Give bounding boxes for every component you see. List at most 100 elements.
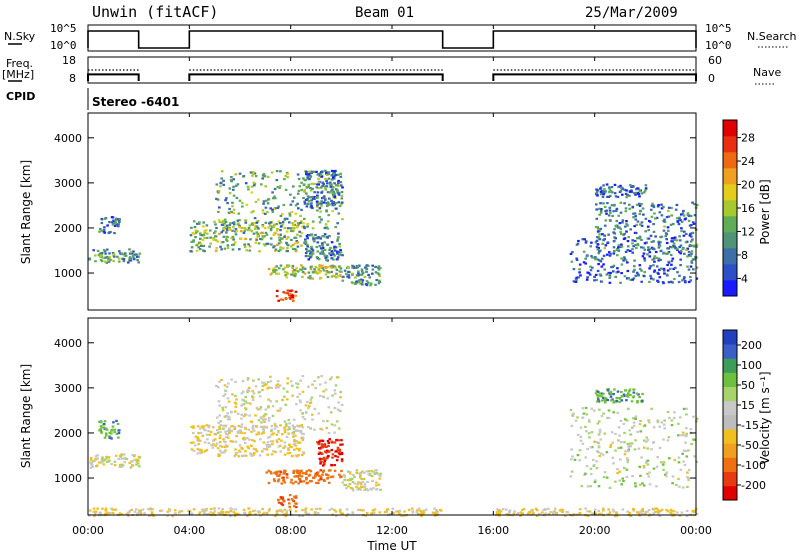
power-echo-cell bbox=[636, 243, 639, 246]
power-echo-cell bbox=[574, 280, 578, 283]
velocity-echo-cell bbox=[632, 424, 636, 427]
velocity-echo-cell bbox=[594, 392, 598, 395]
power-echo-cell bbox=[634, 274, 638, 277]
power-echo-cell bbox=[212, 238, 215, 241]
velocity-echo-cell bbox=[370, 512, 373, 515]
power-echo-cell bbox=[635, 271, 639, 274]
power-echo-cell bbox=[642, 252, 646, 255]
power-echo-cell bbox=[199, 232, 202, 235]
velocity-echo-cell bbox=[584, 507, 587, 510]
velocity-echo-cell bbox=[203, 441, 207, 444]
power-echo-cell bbox=[341, 279, 345, 282]
velocity-echo-cell bbox=[685, 427, 688, 430]
power-echo-cell bbox=[673, 277, 676, 281]
velocity-echo-cell bbox=[130, 508, 133, 511]
velocity-echo-cell bbox=[609, 392, 613, 395]
power-echo-cell bbox=[257, 242, 261, 245]
velocity-echo-cell bbox=[317, 479, 321, 482]
power-echo-cell bbox=[309, 275, 312, 278]
velocity-echo-cell bbox=[299, 431, 303, 434]
velocity-echo-cell bbox=[174, 512, 177, 515]
power-echo-cell bbox=[330, 169, 334, 173]
velocity-echo-cell bbox=[359, 488, 362, 491]
power-echo-cell bbox=[669, 280, 673, 283]
power-echo-cell bbox=[644, 217, 648, 220]
power-echo-cell bbox=[214, 223, 217, 226]
power-echo-cell bbox=[674, 266, 677, 269]
power-echo-cell bbox=[104, 217, 108, 220]
velocity-echo-cell bbox=[581, 407, 585, 410]
velocity-echo-cell bbox=[330, 440, 334, 443]
velocity-echo-cell bbox=[237, 425, 241, 428]
power-echo-cell bbox=[254, 200, 258, 203]
velocity-echo-cell bbox=[100, 461, 103, 464]
power-echo-cell bbox=[243, 246, 247, 249]
velocity-echo-cell bbox=[642, 439, 646, 442]
velocity-echo-cell bbox=[328, 508, 332, 512]
velocity-echo-cell bbox=[246, 437, 249, 440]
power-echo-cell bbox=[313, 268, 316, 271]
power-echo-cell bbox=[287, 244, 290, 247]
power-echo-cell bbox=[628, 203, 631, 206]
power-echo-cell bbox=[639, 209, 642, 212]
power-echo-cell bbox=[657, 204, 660, 207]
velocity-echo-cell bbox=[300, 424, 304, 427]
power-echo-cell bbox=[636, 187, 639, 190]
velocity-echo-cell bbox=[295, 403, 298, 406]
power-echo-cell bbox=[341, 254, 344, 257]
velocity-echo-cell bbox=[681, 452, 684, 455]
power-echo-cell bbox=[337, 236, 340, 239]
freq-left-tick-bottom: 8 bbox=[69, 72, 76, 85]
velocity-echo-cell bbox=[680, 434, 683, 437]
power-echo-cell bbox=[208, 245, 211, 248]
velocity-echo-cell bbox=[604, 399, 607, 402]
power-echo-cell bbox=[692, 244, 696, 247]
velocity-echo-cell bbox=[243, 511, 247, 514]
velocity-echo-cell bbox=[632, 509, 636, 512]
power-echo-cell bbox=[285, 241, 288, 244]
power-echo-cell bbox=[301, 275, 304, 278]
power-echo-cell bbox=[669, 223, 673, 226]
power-echo-cell bbox=[294, 204, 298, 207]
velocity-echo-cell bbox=[362, 477, 366, 481]
power-echo-cell bbox=[315, 205, 319, 208]
velocity-echo-cell bbox=[233, 427, 236, 431]
power-echo-cell bbox=[325, 179, 328, 182]
velocity-echo-cell bbox=[107, 456, 111, 459]
velocity-echo-cell bbox=[596, 396, 600, 399]
velocity-echo-cell bbox=[647, 475, 651, 478]
velocity-echo-cell bbox=[542, 508, 545, 512]
velocity-echo-cell bbox=[276, 383, 280, 386]
velocity-echo-cell bbox=[113, 464, 117, 467]
power-echo-cell bbox=[250, 185, 254, 188]
power-echo-cell bbox=[271, 191, 274, 194]
power-echo-cell bbox=[230, 237, 233, 240]
power-echo-cell bbox=[199, 244, 203, 247]
velocity-echo-cell bbox=[269, 375, 272, 378]
power-echo-cell bbox=[129, 259, 133, 262]
velocity-echo-cell bbox=[330, 423, 334, 426]
power-echo-cell bbox=[345, 272, 348, 275]
velocity-echo-cell bbox=[338, 409, 342, 412]
power-echo-cell bbox=[692, 222, 696, 225]
power-echo-cell bbox=[296, 241, 299, 244]
power-echo-cell bbox=[105, 255, 109, 259]
power-echo-cell bbox=[325, 171, 328, 174]
velocity-echo-cell bbox=[275, 400, 278, 403]
power-echo-cell bbox=[334, 201, 338, 205]
velocity-echo-cell bbox=[213, 433, 217, 436]
power-echo-cell bbox=[288, 214, 292, 217]
power-echo-cell bbox=[322, 201, 326, 204]
power-echo-cell bbox=[316, 250, 320, 253]
velocity-echo-cell bbox=[238, 450, 242, 454]
power-echo-cell bbox=[189, 234, 193, 237]
velocity-echo-cell bbox=[190, 448, 194, 451]
power-echo-cell bbox=[693, 203, 696, 206]
power-echo-cell bbox=[326, 243, 329, 246]
velocity-echo-cell bbox=[234, 508, 237, 511]
velocity-echo-cell bbox=[361, 470, 364, 473]
power-echo-cell bbox=[252, 210, 255, 213]
velocity-echo-cell bbox=[646, 439, 650, 442]
velocity-echo-cell bbox=[662, 461, 666, 464]
